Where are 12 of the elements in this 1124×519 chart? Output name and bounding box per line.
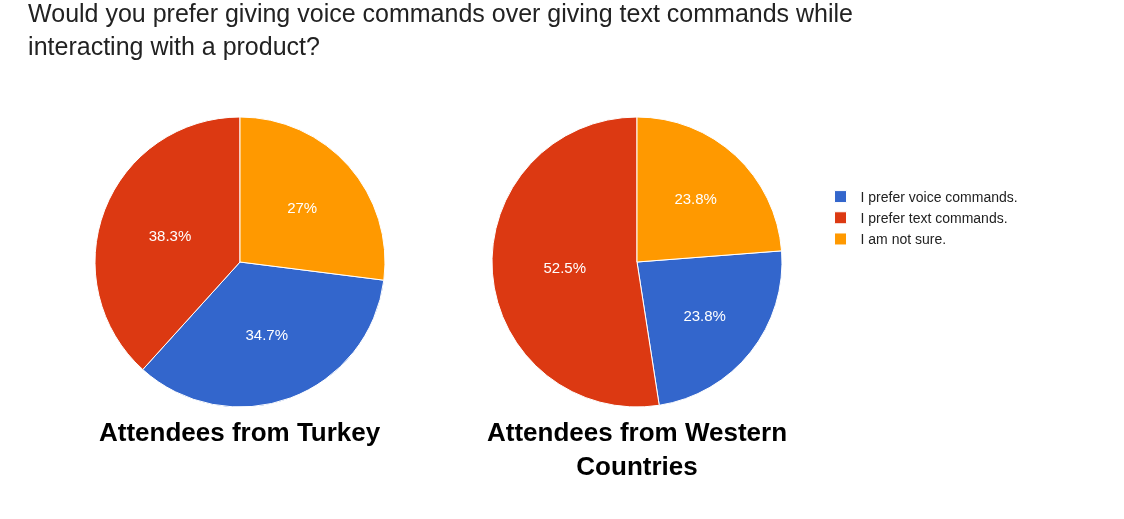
legend-label: I am not sure.	[860, 231, 947, 248]
text: Attendees from Turkey	[99, 417, 381, 447]
data-label: 23.8%	[674, 190, 717, 208]
data-label: 52.5%	[543, 259, 586, 277]
data-label: 38.3%	[148, 226, 192, 244]
legend-label: I prefer text commands.	[860, 210, 1008, 227]
legend-label: I prefer voice commands.	[860, 189, 1018, 206]
chart-title: Would you prefer giving voice commands over giving text commands while interacting with a product?	[28, 0, 854, 60]
text: Attendees from Western Countries	[487, 417, 788, 481]
data-label: 34.7%	[245, 325, 288, 343]
data-label: 27%	[287, 198, 318, 216]
data-label: 23.8%	[683, 307, 726, 325]
